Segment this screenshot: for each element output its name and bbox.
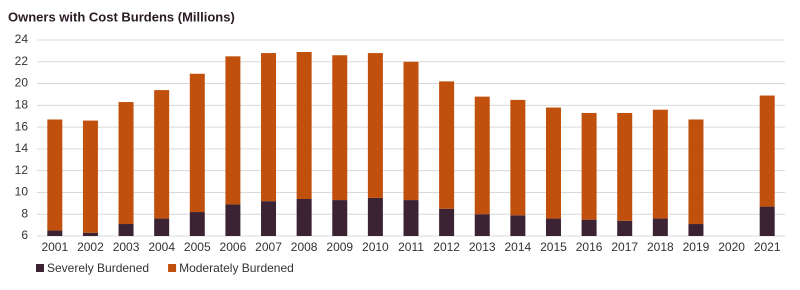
bar-segment (189, 73, 205, 213)
x-tick-label: 2002 (77, 240, 104, 254)
bar-segment (367, 197, 383, 236)
y-tick-label: 10 (15, 185, 29, 199)
x-tick-label: 2012 (433, 240, 460, 254)
bar-segment (545, 107, 561, 219)
x-tick-label: 2018 (647, 240, 674, 254)
legend-swatch (36, 264, 44, 272)
x-tick-label: 2010 (362, 240, 389, 254)
legend-label: Severely Burdened (47, 261, 149, 275)
y-tick-label: 12 (15, 163, 29, 177)
bar-segment (652, 218, 668, 236)
bar-segment (154, 218, 170, 236)
bar-segment (403, 61, 419, 201)
bar-segment (617, 112, 633, 221)
bar-segment (688, 224, 704, 236)
bar-segment (332, 200, 348, 236)
bar-segment (510, 215, 526, 236)
chart-title: Owners with Cost Burdens (Millions) (8, 9, 235, 24)
x-tick-label: 2008 (291, 240, 318, 254)
x-tick-label: 2003 (113, 240, 140, 254)
bar-segment (439, 208, 455, 236)
y-tick-label: 14 (15, 141, 29, 155)
bar-segment (439, 81, 455, 209)
bar-segment (474, 96, 490, 215)
bar-segment (688, 119, 704, 225)
bar-segment (47, 230, 63, 236)
bar-segment (154, 90, 170, 219)
bar-segment (296, 198, 312, 236)
y-tick-label: 20 (15, 76, 29, 90)
bar-segment (510, 99, 526, 216)
bar-segment (189, 212, 205, 236)
x-tick-label: 2005 (184, 240, 211, 254)
x-tick-label: 2014 (505, 240, 532, 254)
x-tick-label: 2011 (398, 240, 424, 254)
y-tick-label: 22 (15, 54, 29, 68)
bar-segment (47, 119, 63, 231)
x-tick-label: 2001 (41, 240, 68, 254)
bar-segment (261, 53, 277, 202)
y-tick-label: 16 (15, 119, 29, 133)
bar-segment (225, 204, 241, 236)
x-tick-label: 2016 (576, 240, 603, 254)
bar-segment (367, 53, 383, 198)
x-tick-label: 2015 (540, 240, 567, 254)
bar-segment (82, 120, 98, 233)
bar-segment (474, 214, 490, 236)
x-tick-label: 2019 (683, 240, 710, 254)
bar-segment (332, 55, 348, 201)
bar-segment (617, 220, 633, 236)
x-tick-label: 2017 (611, 240, 638, 254)
bar-segment (545, 218, 561, 236)
bar-segment (581, 219, 597, 236)
bar-segment (82, 232, 98, 236)
bar-segment (652, 109, 668, 219)
legend-swatch (168, 264, 177, 272)
x-tick-label: 2007 (255, 240, 282, 254)
y-tick-label: 8 (21, 206, 28, 220)
bar-segment (118, 102, 134, 225)
bar-segment (261, 201, 277, 236)
x-tick-label: 2020 (718, 240, 745, 254)
bar-segment (225, 56, 241, 205)
x-tick-label: 2021 (754, 240, 781, 254)
x-tick-label: 2009 (326, 240, 353, 254)
bar-segment (403, 200, 419, 236)
legend-label: Moderately Burdened (179, 261, 294, 275)
bar-segment (118, 224, 134, 236)
x-tick-label: 2004 (148, 240, 175, 254)
bar-segment (296, 51, 312, 199)
bar-segment (759, 95, 775, 207)
y-tick-label: 6 (21, 228, 28, 242)
y-tick-label: 18 (15, 98, 29, 112)
x-tick-label: 2006 (220, 240, 247, 254)
y-tick-label: 24 (15, 32, 29, 46)
bar-segment (759, 206, 775, 236)
x-tick-label: 2013 (469, 240, 496, 254)
bars (47, 51, 775, 236)
bar-segment (581, 112, 597, 220)
